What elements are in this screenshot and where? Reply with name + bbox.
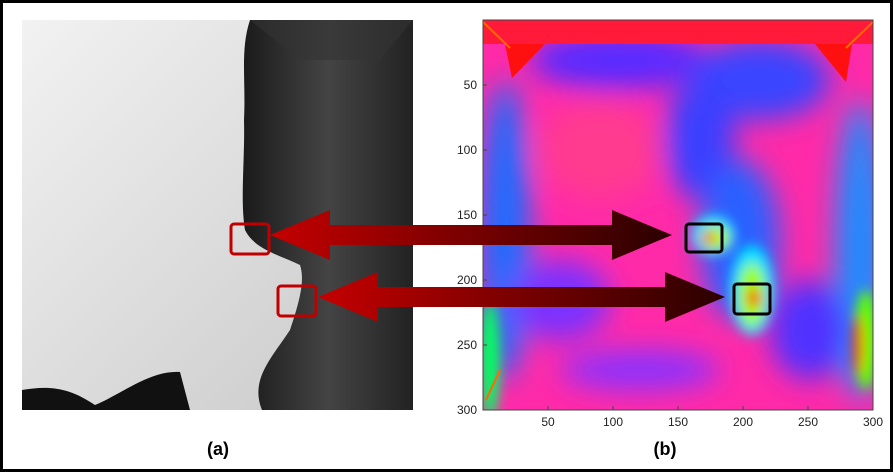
y-tick-label: 250 <box>457 338 477 352</box>
heatmap-image <box>480 20 885 420</box>
figure: (a) (b) 50 100 150 200 250 300 50 100 150 200 250 3… <box>0 0 893 472</box>
x-tick-label: 200 <box>733 415 753 429</box>
y-tick-label: 150 <box>457 208 477 222</box>
x-tick-label: 250 <box>798 415 818 429</box>
panel-label: (a) <box>207 439 229 459</box>
y-tick-label: 100 <box>457 143 477 157</box>
panel-label: (b) <box>654 439 677 459</box>
x-tick-label: 50 <box>541 415 555 429</box>
x-tick-label: 100 <box>603 415 623 429</box>
x-tick-label: 300 <box>863 415 883 429</box>
x-tick-label: 150 <box>668 415 688 429</box>
y-tick-label: 300 <box>457 403 477 417</box>
depth-image <box>22 20 413 410</box>
y-tick-label: 200 <box>457 273 477 287</box>
y-tick-label: 50 <box>464 78 478 92</box>
